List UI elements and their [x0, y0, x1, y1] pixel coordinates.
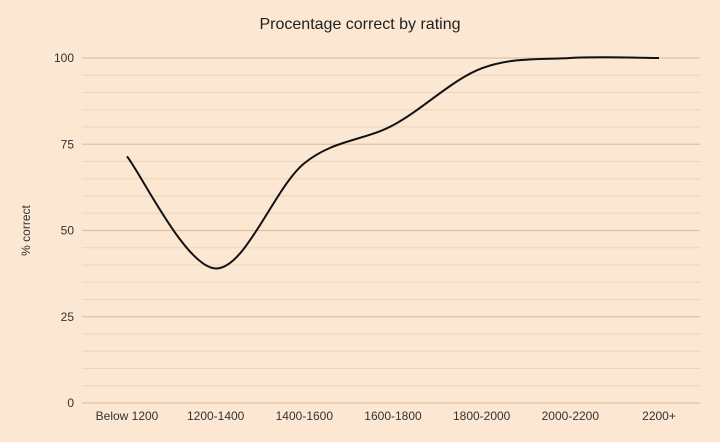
x-tick-label: 1400-1600 — [276, 409, 334, 423]
y-tick-label: 100 — [54, 51, 74, 65]
x-tick-label: 1600-1800 — [364, 409, 422, 423]
x-tick-label: 2000-2200 — [542, 409, 600, 423]
x-tick-label: 1800-2000 — [453, 409, 511, 423]
y-axis-label: % correct — [19, 205, 33, 256]
x-tick-label: Below 1200 — [96, 409, 159, 423]
x-tick-label: 2200+ — [642, 409, 676, 423]
series-line — [126, 56, 660, 270]
y-tick-label: 25 — [61, 310, 75, 324]
chart-title: Procentage correct by rating — [259, 16, 461, 33]
y-tick-label: 75 — [61, 137, 75, 151]
x-tick-label: 1200-1400 — [187, 409, 245, 423]
y-tick-label: 50 — [61, 224, 75, 238]
y-tick-label: 0 — [67, 396, 74, 410]
